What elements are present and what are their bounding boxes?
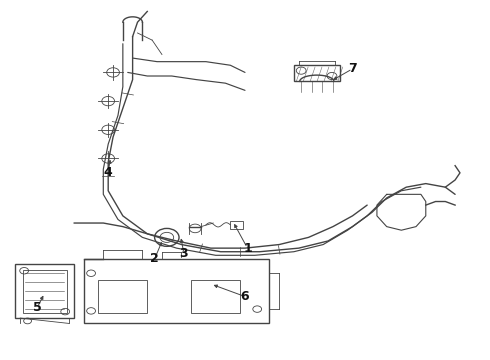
Text: 4: 4 [104, 166, 113, 179]
Text: 3: 3 [180, 247, 188, 260]
Text: 5: 5 [33, 301, 42, 314]
Bar [84, 259, 270, 323]
Bar [98, 280, 147, 313]
Bar [294, 65, 340, 81]
Text: 2: 2 [150, 252, 159, 265]
Bar [23, 270, 67, 313]
Bar [230, 221, 243, 229]
Bar [15, 264, 74, 318]
Text: 1: 1 [243, 242, 252, 255]
Text: 6: 6 [241, 290, 249, 303]
Bar [191, 280, 240, 313]
Text: 7: 7 [348, 62, 357, 75]
